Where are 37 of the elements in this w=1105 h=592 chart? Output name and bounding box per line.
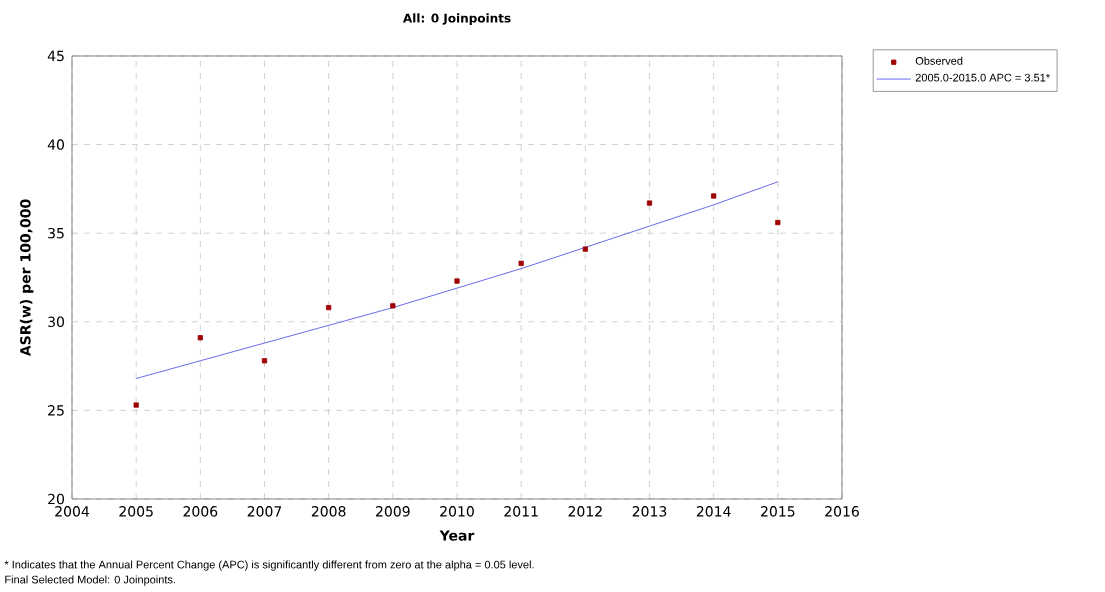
x-tick-label: 2006 xyxy=(183,506,218,517)
x-tick-label: 2010 xyxy=(440,506,474,517)
point xyxy=(646,200,653,206)
y-tick-label: 30 xyxy=(48,316,64,328)
x-tick-label: 2013 xyxy=(632,506,667,517)
x-tick-label: 2014 xyxy=(696,506,731,517)
point xyxy=(518,260,524,266)
x-tick-label: 2008 xyxy=(311,506,346,517)
legend-label: Observed xyxy=(915,56,963,65)
point xyxy=(390,303,396,309)
x-tick-label: 2015 xyxy=(761,506,795,517)
x-tick-label: 2016 xyxy=(825,506,859,517)
x-tick-label: 2011 xyxy=(504,506,538,517)
legend-label: 2005.0-2015.0 APC = 3.51* xyxy=(915,73,1050,82)
point xyxy=(197,335,203,341)
point xyxy=(261,358,268,364)
y-tick-label: 25 xyxy=(48,405,64,416)
x-tick-label: 2005 xyxy=(119,506,153,517)
y-tick-label: 35 xyxy=(48,227,64,239)
x-tick-label: 2004 xyxy=(55,506,90,517)
x-tick-label: 2009 xyxy=(376,506,410,517)
x-tick-label: 2007 xyxy=(247,506,282,517)
point xyxy=(133,402,139,408)
x-axis-title: Year xyxy=(439,530,475,541)
point xyxy=(711,193,717,199)
chart-title: All: 0 Joinpoints xyxy=(402,13,511,25)
text: * Indicates that the Annual Percent Change (APC) is significantly different from zero at the alpha = 0.05 level. xyxy=(4,560,534,571)
text: Final Selected Model: 0 Joinpoints. xyxy=(5,575,175,586)
y-tick-label: 20 xyxy=(48,493,64,505)
x-tick-label: 2012 xyxy=(568,506,602,517)
y-axis-title: ASR(w) per 100,000 xyxy=(19,199,34,357)
point xyxy=(775,219,781,226)
point xyxy=(582,246,588,252)
point xyxy=(454,278,460,284)
y-tick-label: 40 xyxy=(47,139,64,150)
point xyxy=(326,305,332,311)
y-tick-label: 45 xyxy=(47,50,64,62)
